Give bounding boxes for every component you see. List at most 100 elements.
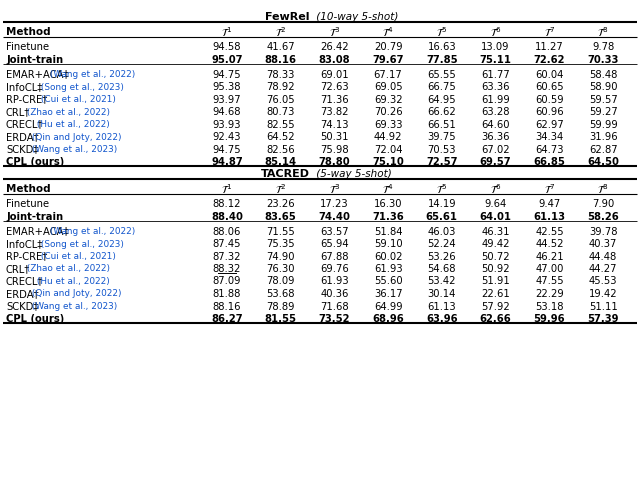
Text: $\mathcal{T}^8$: $\mathcal{T}^8$ <box>597 25 609 39</box>
Text: 53.18: 53.18 <box>535 301 564 311</box>
Text: 65.55: 65.55 <box>428 69 456 80</box>
Text: 62.87: 62.87 <box>589 145 618 155</box>
Text: (Qin and Joty, 2022): (Qin and Joty, 2022) <box>29 133 122 141</box>
Text: 50.92: 50.92 <box>481 264 510 274</box>
Text: ERDA†: ERDA† <box>6 132 39 142</box>
Text: 78.92: 78.92 <box>266 82 295 92</box>
Text: 70.53: 70.53 <box>428 145 456 155</box>
Text: 71.36: 71.36 <box>320 94 349 104</box>
Text: 58.48: 58.48 <box>589 69 618 80</box>
Text: 45.53: 45.53 <box>589 276 618 286</box>
Text: 36.36: 36.36 <box>481 132 510 142</box>
Text: 76.30: 76.30 <box>266 264 295 274</box>
Text: 76.05: 76.05 <box>266 94 295 104</box>
Text: 75.98: 75.98 <box>320 145 349 155</box>
Text: 64.99: 64.99 <box>374 301 403 311</box>
Text: 70.33: 70.33 <box>588 55 619 65</box>
Text: TACRED: TACRED <box>261 169 310 179</box>
Text: 16.30: 16.30 <box>374 199 403 209</box>
Text: 70.26: 70.26 <box>374 107 403 117</box>
Text: 64.60: 64.60 <box>481 119 510 129</box>
Text: 36.17: 36.17 <box>374 289 403 299</box>
Text: EMAR+ACA‡: EMAR+ACA‡ <box>6 227 68 237</box>
Text: 71.55: 71.55 <box>266 227 295 237</box>
Text: 64.95: 64.95 <box>428 94 456 104</box>
Text: 58.90: 58.90 <box>589 82 618 92</box>
Text: 78.33: 78.33 <box>266 69 295 80</box>
Text: 72.62: 72.62 <box>534 55 565 65</box>
Text: 67.02: 67.02 <box>481 145 510 155</box>
Text: 94.75: 94.75 <box>212 69 241 80</box>
Text: (10-way 5-shot): (10-way 5-shot) <box>313 12 398 22</box>
Text: (Qin and Joty, 2022): (Qin and Joty, 2022) <box>29 289 122 298</box>
Text: 64.50: 64.50 <box>587 157 619 167</box>
Text: 66.85: 66.85 <box>533 157 565 167</box>
Text: 88.16: 88.16 <box>264 55 296 65</box>
Text: 61.93: 61.93 <box>320 276 349 286</box>
Text: 69.05: 69.05 <box>374 82 403 92</box>
Text: 60.04: 60.04 <box>535 69 564 80</box>
Text: 63.36: 63.36 <box>481 82 510 92</box>
Text: 94.58: 94.58 <box>212 42 241 52</box>
Text: 83.08: 83.08 <box>319 55 350 65</box>
Text: 39.75: 39.75 <box>428 132 456 142</box>
Text: 34.34: 34.34 <box>535 132 563 142</box>
Text: 55.60: 55.60 <box>374 276 403 286</box>
Text: 31.96: 31.96 <box>589 132 618 142</box>
Text: 81.55: 81.55 <box>264 314 296 324</box>
Text: 78.09: 78.09 <box>266 276 295 286</box>
Text: 51.11: 51.11 <box>589 301 618 311</box>
Text: Method: Method <box>6 27 51 37</box>
Text: EMAR+ACA‡: EMAR+ACA‡ <box>6 69 68 80</box>
Text: 72.57: 72.57 <box>426 157 458 167</box>
Text: 69.76: 69.76 <box>320 264 349 274</box>
Text: 88.06: 88.06 <box>212 227 241 237</box>
Text: CRL†: CRL† <box>6 107 30 117</box>
Text: 66.62: 66.62 <box>428 107 456 117</box>
Text: 69.01: 69.01 <box>320 69 349 80</box>
Text: 88.40: 88.40 <box>211 212 243 222</box>
Text: $\mathcal{T}^2$: $\mathcal{T}^2$ <box>275 182 286 196</box>
Text: 62.66: 62.66 <box>480 314 511 324</box>
Text: 9.78: 9.78 <box>592 42 614 52</box>
Text: 61.93: 61.93 <box>374 264 403 274</box>
Text: 92.43: 92.43 <box>212 132 241 142</box>
Text: 65.61: 65.61 <box>426 212 458 222</box>
Text: 71.68: 71.68 <box>320 301 349 311</box>
Text: $\mathcal{T}^7$: $\mathcal{T}^7$ <box>544 182 555 196</box>
Text: $\mathcal{T}^1$: $\mathcal{T}^1$ <box>221 182 232 196</box>
Text: 65.94: 65.94 <box>320 239 349 249</box>
Text: 87.45: 87.45 <box>212 239 241 249</box>
Text: 59.99: 59.99 <box>589 119 618 129</box>
Text: 9.64: 9.64 <box>484 199 507 209</box>
Text: 46.21: 46.21 <box>535 251 564 262</box>
Text: 73.52: 73.52 <box>319 314 350 324</box>
Text: $\mathcal{T}^3$: $\mathcal{T}^3$ <box>329 182 340 196</box>
Text: 61.13: 61.13 <box>428 301 456 311</box>
Text: 75.10: 75.10 <box>372 157 404 167</box>
Text: 51.84: 51.84 <box>374 227 403 237</box>
Text: FewRel: FewRel <box>266 12 310 22</box>
Text: 30.14: 30.14 <box>428 289 456 299</box>
Text: (Wang et al., 2023): (Wang et al., 2023) <box>29 145 117 154</box>
Text: 40.37: 40.37 <box>589 239 618 249</box>
Text: $\mathcal{T}^1$: $\mathcal{T}^1$ <box>221 25 232 39</box>
Text: 88.12: 88.12 <box>212 199 241 209</box>
Text: 44.52: 44.52 <box>535 239 564 249</box>
Text: 73.82: 73.82 <box>320 107 349 117</box>
Text: 13.09: 13.09 <box>481 42 510 52</box>
Text: 69.57: 69.57 <box>480 157 511 167</box>
Text: 57.92: 57.92 <box>481 301 510 311</box>
Text: 61.77: 61.77 <box>481 69 510 80</box>
Text: 50.31: 50.31 <box>320 132 349 142</box>
Text: 72.63: 72.63 <box>320 82 349 92</box>
Text: (Wang et al., 2022): (Wang et al., 2022) <box>47 70 136 79</box>
Text: 11.27: 11.27 <box>535 42 564 52</box>
Text: 59.27: 59.27 <box>589 107 618 117</box>
Text: 94.87: 94.87 <box>211 157 243 167</box>
Text: 82.56: 82.56 <box>266 145 295 155</box>
Text: 74.13: 74.13 <box>320 119 349 129</box>
Text: 61.13: 61.13 <box>533 212 565 222</box>
Text: 54.68: 54.68 <box>428 264 456 274</box>
Text: (Cui et al., 2021): (Cui et al., 2021) <box>38 95 116 104</box>
